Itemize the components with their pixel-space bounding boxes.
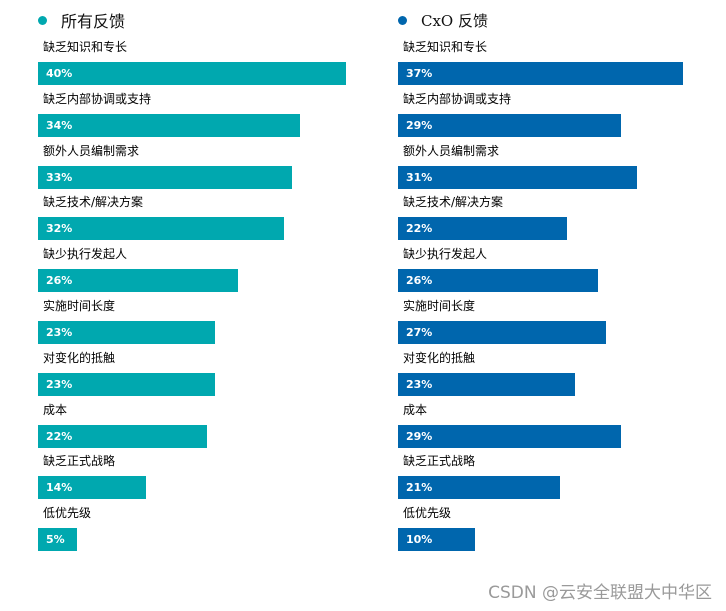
bar: 31%: [398, 165, 637, 189]
bar: 40%: [38, 62, 346, 85]
bar-category-label: 缺乏知识和专长: [43, 40, 128, 54]
bar: 29%: [398, 113, 622, 137]
legend-cxo-feedback: CxO 反馈: [398, 9, 488, 31]
bar-category-label: 对变化的抵触: [43, 350, 116, 365]
bar-value-label: 23%: [406, 377, 433, 391]
legend-dot-icon: [38, 15, 47, 25]
bar: 22%: [38, 424, 208, 448]
bar-category-label: 额外人员编制需求: [403, 143, 500, 158]
bar-value-label: 23%: [46, 377, 73, 391]
bar-category-label: 缺乏知识和专长: [403, 40, 488, 54]
bar-category-label: 缺少执行发起人: [403, 247, 488, 262]
bar: 26%: [38, 269, 239, 293]
bar-value-label: 22%: [46, 429, 73, 443]
bar-value-label: 26%: [406, 274, 433, 288]
bar-value-label: 21%: [406, 481, 433, 495]
legend-dot-icon: [398, 15, 407, 25]
bar-category-label: 缺乏技术/解决方案: [43, 195, 144, 210]
bar: 23%: [398, 372, 576, 396]
bar-category-label: 成本: [43, 402, 68, 417]
cxo-feedback-panel: CxO 反馈 缺乏知识和专长 37% 缺乏内部协调或支持 29% 额外人员编制需求 31%…: [398, 0, 726, 611]
bar-category-label: 对变化的抵触: [403, 350, 476, 365]
bar-value-label: 29%: [406, 118, 433, 132]
bar: 14%: [38, 476, 146, 500]
bar-category-label: 成本: [403, 402, 428, 417]
bar: 23%: [38, 321, 216, 344]
bar-value-label: 5%: [46, 533, 65, 547]
bar: 21%: [398, 476, 560, 500]
bar-category-label: 缺乏内部协调或支持: [403, 91, 512, 106]
all-feedback-panel: 所有反馈 缺乏知识和专长 40% 缺乏内部协调或支持 34% 额外人员编制需求 33% 缺乏…: [38, 0, 378, 611]
bar-value-label: 31%: [406, 170, 433, 184]
bar-category-label: 低优先级: [403, 506, 452, 521]
bar: 22%: [398, 217, 568, 241]
bar-category-label: 缺少执行发起人: [43, 247, 128, 262]
bar-value-label: 37%: [406, 67, 433, 80]
bar: 34%: [38, 113, 300, 137]
bar-value-label: 26%: [46, 274, 73, 288]
bar-category-label: 实施时间长度: [403, 299, 476, 313]
bar: 37%: [398, 62, 683, 85]
bar: 5%: [38, 528, 77, 552]
bar-value-label: 23%: [46, 326, 73, 339]
bar-category-label: 缺乏内部协调或支持: [43, 91, 152, 106]
bar-value-label: 27%: [406, 326, 433, 339]
bar: 32%: [38, 217, 285, 241]
bar: 33%: [38, 165, 293, 189]
bar-value-label: 34%: [46, 118, 73, 132]
legend-title: 所有反馈: [61, 12, 126, 31]
bar-category-label: 缺乏技术/解决方案: [403, 195, 504, 210]
bar: 27%: [398, 321, 606, 344]
bar: 10%: [398, 528, 475, 552]
bar: 23%: [38, 372, 216, 396]
watermark: CSDN @云安全联盟大中华区: [488, 583, 712, 603]
bar-category-label: 缺乏正式战略: [43, 454, 116, 469]
bar-value-label: 40%: [46, 67, 73, 80]
bar: 26%: [398, 269, 599, 293]
bar-value-label: 10%: [406, 533, 433, 547]
bar-category-label: 额外人员编制需求: [43, 143, 140, 158]
bar-value-label: 32%: [46, 222, 73, 236]
bar: 29%: [398, 424, 622, 448]
bar-value-label: 14%: [46, 481, 73, 495]
bar-value-label: 22%: [406, 222, 433, 236]
bar-value-label: 29%: [406, 429, 433, 443]
legend-all-feedback: 所有反馈: [38, 9, 125, 31]
bar-category-label: 实施时间长度: [43, 299, 116, 313]
bar-category-label: 低优先级: [43, 506, 92, 521]
bar-category-label: 缺乏正式战略: [403, 454, 476, 469]
bar-value-label: 33%: [46, 170, 73, 184]
legend-title: CxO 反馈: [421, 11, 489, 30]
